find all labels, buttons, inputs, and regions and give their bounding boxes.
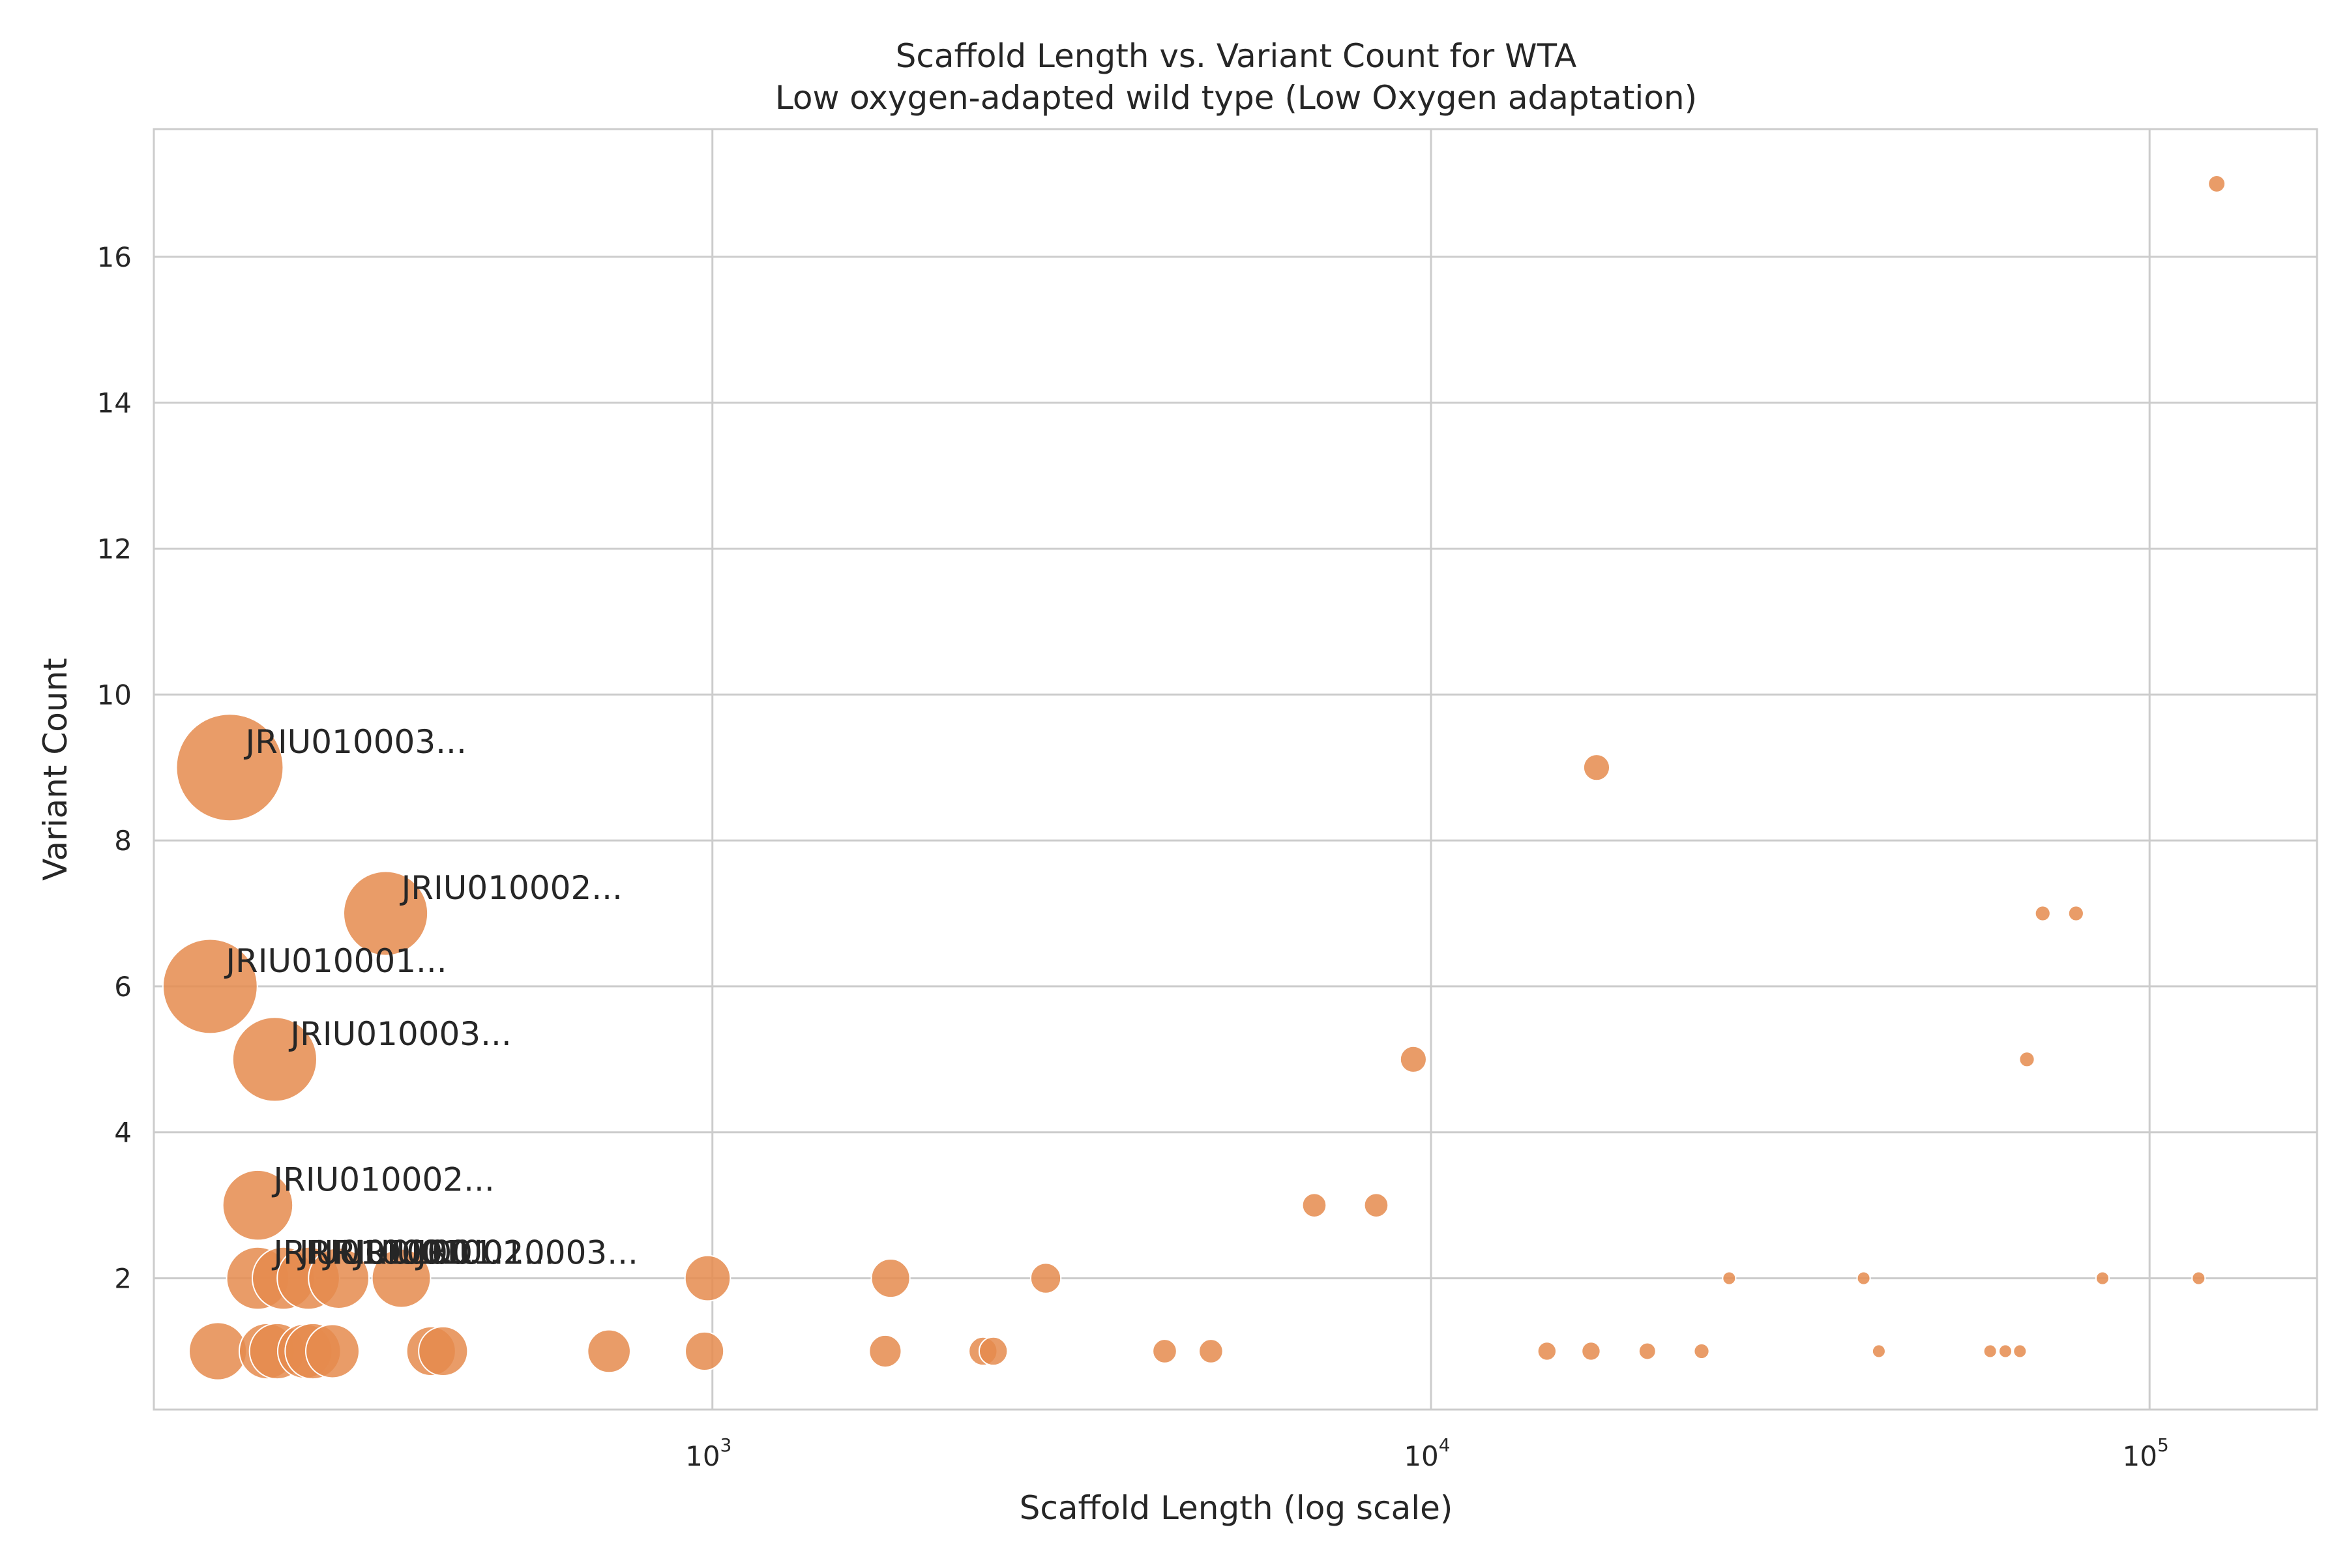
data-point <box>1198 1339 1224 1364</box>
point-annotation: JRIU010003... <box>415 1234 638 1272</box>
data-point <box>2013 1344 2028 1359</box>
data-point <box>2207 174 2226 193</box>
data-point <box>308 1247 370 1309</box>
point-annotation: JRIU01001... <box>322 1234 525 1272</box>
y-tick-label: 8 <box>114 825 132 857</box>
data-point <box>2067 905 2084 922</box>
data-point <box>175 713 284 822</box>
chart-title: Scaffold Length vs. Variant Count for WT… <box>896 37 1577 75</box>
data-point <box>304 1324 360 1379</box>
y-tick-label: 14 <box>97 387 132 419</box>
data-point <box>1301 1192 1327 1218</box>
ticks: 2 4 6 8 10 12 14 16 103 104 105 <box>97 241 2169 1472</box>
y-tick-label: 2 <box>114 1263 132 1295</box>
data-point <box>162 938 258 1035</box>
data-point <box>2018 1051 2035 1068</box>
y-tick-label: 16 <box>97 241 132 273</box>
plot-frame <box>153 128 2318 1411</box>
x-tick-label: 103 <box>685 1434 731 1472</box>
data-point <box>1029 1262 1062 1294</box>
data-point <box>870 1258 911 1299</box>
point-annotation: JRIU010002... <box>271 1161 494 1199</box>
x-tick-label: 105 <box>2123 1434 2169 1472</box>
data-point <box>418 1325 469 1377</box>
data-point <box>1998 1344 2013 1359</box>
data-point <box>343 870 429 956</box>
y-axis-label: Variant Count <box>37 658 74 881</box>
data-point <box>978 1336 1009 1367</box>
data-point <box>1722 1271 1737 1286</box>
y-tick-label: 12 <box>97 533 132 565</box>
data-point <box>685 1331 725 1372</box>
data-point <box>2095 1271 2110 1286</box>
data-point <box>188 1322 248 1381</box>
data-points <box>162 174 2226 1381</box>
data-point <box>371 1248 432 1309</box>
y-tick-label: 10 <box>97 679 132 711</box>
y-tick-label: 6 <box>114 971 132 1003</box>
point-annotation: JRIU01000... <box>297 1234 500 1272</box>
y-tick-label: 4 <box>114 1117 132 1149</box>
annotations: JRIU010003... JRIU010002... JRIU010001... J… <box>224 723 638 1271</box>
data-point <box>1537 1341 1557 1361</box>
point-annotation: JRIU010003... <box>243 723 466 761</box>
point-annotation: JRIU01000... <box>271 1234 474 1272</box>
data-point <box>1693 1342 1710 1360</box>
data-point <box>1581 1341 1601 1361</box>
data-point <box>222 1169 294 1241</box>
grid <box>154 129 2317 1410</box>
point-annotation: JRIU010003... <box>288 1015 511 1053</box>
data-point <box>1363 1192 1389 1218</box>
point-annotation: JRIU01002... <box>353 1234 555 1272</box>
data-point <box>1582 754 1611 782</box>
data-point <box>2191 1271 2206 1286</box>
data-point <box>2034 905 2051 922</box>
point-annotation: JRIU010002... <box>400 869 623 907</box>
data-point <box>1856 1271 1871 1286</box>
data-point <box>1152 1339 1177 1364</box>
point-annotation: JRIU010001... <box>224 942 447 980</box>
data-point <box>1871 1344 1886 1359</box>
data-point <box>1638 1342 1657 1361</box>
data-point <box>1399 1045 1427 1073</box>
data-point <box>868 1334 902 1368</box>
data-point <box>684 1254 731 1302</box>
x-axis-label: Scaffold Length (log scale) <box>1020 1489 1453 1527</box>
x-tick-label: 104 <box>1404 1434 1450 1472</box>
data-point <box>1983 1344 1998 1359</box>
chart-subtitle: Low oxygen-adapted wild type (Low Oxygen… <box>775 79 1697 117</box>
data-point <box>231 1016 317 1102</box>
data-point <box>587 1329 631 1374</box>
